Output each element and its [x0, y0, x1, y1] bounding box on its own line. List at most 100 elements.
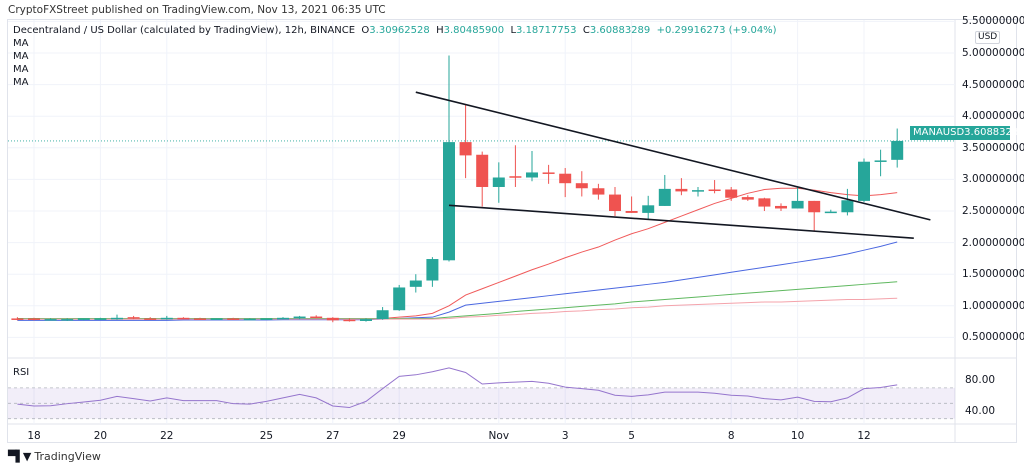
candle-body: [310, 316, 323, 319]
time-tick-label: 5: [628, 430, 635, 442]
price-tick-label: 4.50000000: [962, 78, 1024, 91]
price-tick-label: 2.50000000: [962, 205, 1024, 217]
candle-body: [708, 189, 721, 192]
candle-body: [791, 200, 804, 209]
price-tick-label: 1.50000000: [962, 268, 1024, 281]
candle-body: [277, 317, 289, 320]
candle-body: [443, 142, 455, 261]
candle-body: [692, 190, 704, 192]
tradingview-logo-icon: ▀▌▼: [8, 450, 31, 463]
candle-body: [459, 142, 472, 156]
candle-body: [94, 318, 107, 320]
close-label: C: [582, 25, 590, 36]
candle-body: [293, 316, 306, 319]
candle-body: [808, 200, 821, 213]
close-value: 3.60883289: [589, 25, 651, 36]
candle-body: [874, 160, 887, 162]
indicator-ma-4[interactable]: MA: [13, 77, 29, 88]
price-tick-label: 2.00000000: [962, 236, 1024, 249]
high-label: H: [436, 25, 444, 36]
candle-body: [559, 173, 572, 184]
tradingview-brand[interactable]: ▀▌▼ TradingView: [8, 450, 101, 463]
last-price-label: MANAUSD 3.60883289: [910, 126, 1024, 140]
candle-body: [393, 287, 406, 311]
candle-body: [658, 188, 671, 206]
candle-body: [28, 318, 40, 320]
candle-body: [526, 172, 538, 178]
trendline-1: [415, 91, 931, 221]
time-tick-label: 12: [857, 430, 871, 442]
candle-body: [891, 140, 904, 160]
indicator-rsi[interactable]: RSI: [13, 367, 30, 378]
candle-body: [509, 176, 522, 178]
candle-body: [492, 177, 505, 187]
open-value: 3.30962528: [369, 25, 430, 36]
candle-body: [44, 319, 57, 321]
symbol-legend: Decentraland / US Dollar (calculated by …: [13, 25, 777, 36]
candle-body: [592, 188, 605, 195]
time-tick-label: 22: [160, 430, 174, 442]
candle-body: [326, 317, 339, 321]
candle-body: [343, 319, 356, 322]
candle-body: [210, 318, 223, 320]
candle-body: [741, 197, 754, 200]
price-tick-label: 1.00000000: [962, 299, 1024, 312]
rsi-tick-80: 80.00: [965, 374, 996, 386]
indicator-ma-2[interactable]: MA: [13, 51, 29, 62]
candle-body: [542, 172, 555, 174]
candle-body: [675, 188, 688, 192]
candle-body: [11, 318, 24, 320]
indicator-ma-1[interactable]: MA: [13, 38, 29, 49]
candle-body: [127, 317, 140, 319]
candle-body: [227, 318, 240, 320]
candle-body: [360, 319, 372, 321]
change-value: +0.29916273 (+9.04%): [656, 25, 777, 36]
candle-body: [194, 318, 206, 320]
last-price-symbol: MANAUSD: [913, 127, 965, 138]
low-label: L: [510, 25, 517, 36]
symbol-title: Decentraland / US Dollar (calculated by …: [13, 25, 356, 36]
time-tick-label: Nov: [488, 430, 510, 442]
candle-body: [642, 205, 655, 213]
price-tick-label: 3.00000000: [962, 173, 1024, 186]
indicator-ma-3[interactable]: MA: [13, 64, 29, 75]
candle-body: [625, 211, 638, 213]
brand-name: TradingView: [34, 450, 101, 463]
price-tick-label: 5.50000000: [962, 15, 1024, 28]
candle-body: [725, 189, 738, 198]
price-tick-label: 4.00000000: [962, 110, 1024, 123]
publish-info: CryptoFXStreet published on TradingView.…: [8, 4, 386, 16]
candle-body: [409, 280, 422, 287]
candle-body: [858, 161, 870, 201]
trendline-2: [448, 204, 914, 239]
rsi-line: [17, 367, 898, 409]
candle-body: [824, 211, 837, 214]
price-tick-label: 0.50000000: [962, 331, 1024, 344]
candle-body: [575, 183, 588, 189]
candle-body: [476, 154, 489, 187]
candle-body: [426, 259, 439, 281]
time-tick-label: 25: [259, 430, 274, 442]
moving-average-line-1: [17, 187, 898, 320]
candle-body: [111, 317, 123, 320]
candle-body: [376, 310, 389, 320]
currency-badge[interactable]: USD: [975, 31, 1001, 44]
rsi-tick-40: 40.00: [965, 405, 996, 417]
candle-body: [260, 318, 273, 320]
high-value: 3.80485900: [443, 25, 505, 36]
candle-body: [77, 318, 90, 320]
low-value: 3.18717753: [516, 25, 577, 36]
time-tick-label: 20: [93, 430, 108, 442]
candle-body: [609, 194, 621, 211]
candle-body: [243, 318, 256, 321]
chart-frame: [7, 19, 1017, 443]
time-tick-label: 3: [561, 430, 569, 442]
moving-average-line-2: [17, 241, 898, 321]
candle-body: [177, 317, 190, 320]
time-tick-label: 18: [27, 430, 41, 442]
price-tick-label: 3.50000000: [962, 141, 1024, 154]
candle-body: [144, 318, 157, 320]
last-price-value: 3.60883289: [964, 127, 1024, 138]
